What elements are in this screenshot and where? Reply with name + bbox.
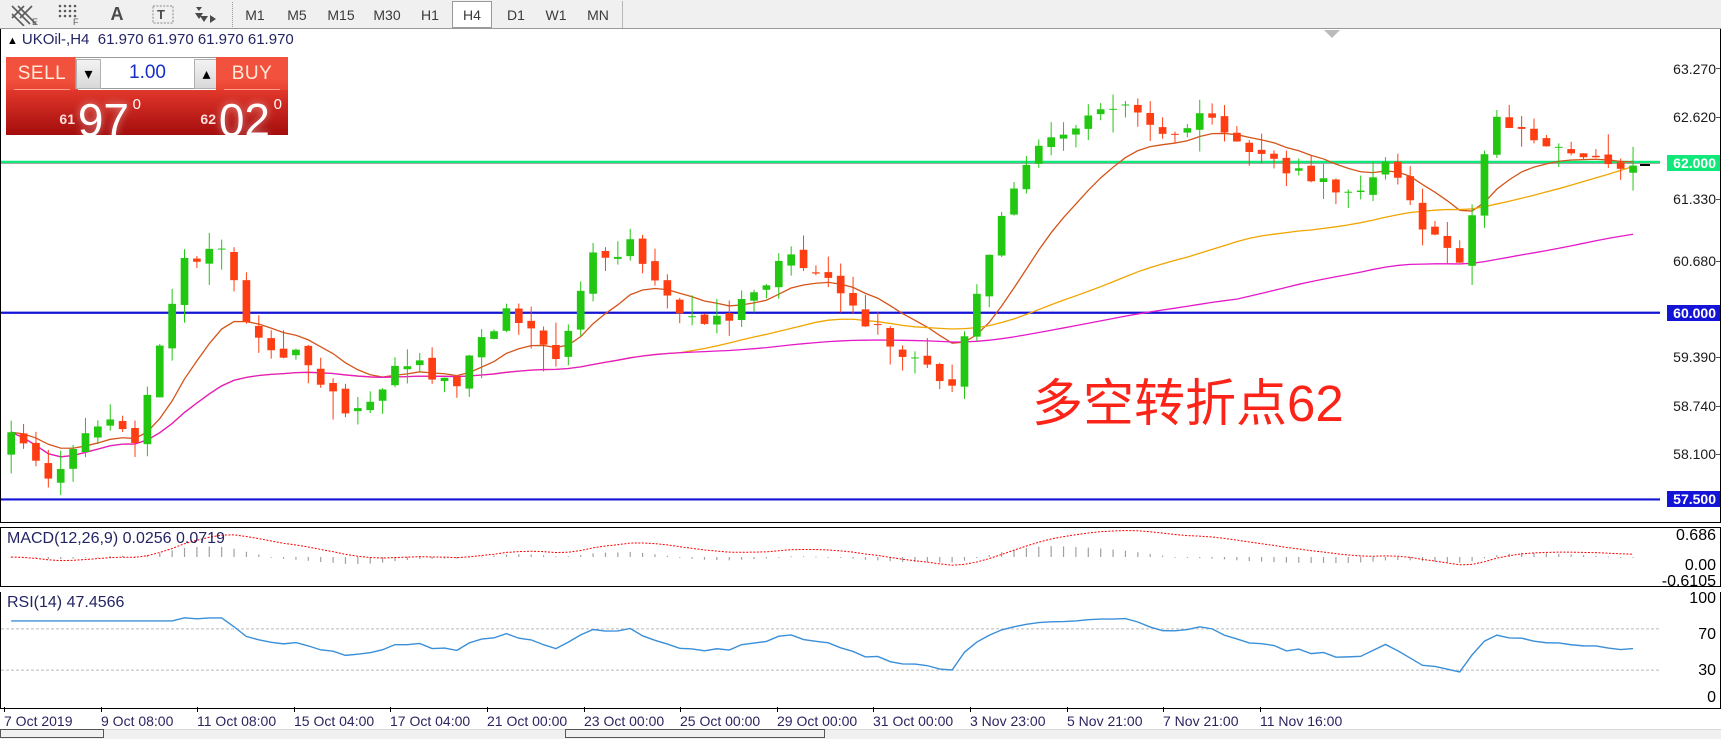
- svg-text:F: F: [73, 17, 79, 26]
- svg-text:T: T: [157, 7, 165, 22]
- svg-text:E: E: [32, 17, 38, 26]
